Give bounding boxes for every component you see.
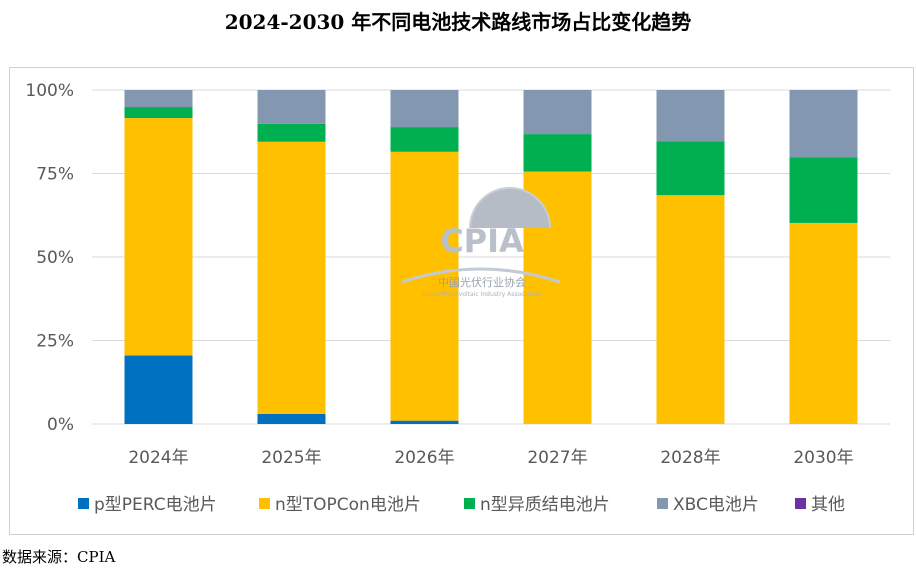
- bar-segment: [257, 413, 326, 424]
- x-tick-label: 2025年: [261, 448, 321, 468]
- bar-segment: [789, 222, 858, 424]
- y-tick-label: 100%: [25, 81, 74, 101]
- bar-segment: [390, 127, 459, 152]
- bar-segment: [390, 420, 459, 424]
- cpia-watermark: CPIA 中国光伏行业协会 China Photovoltaic Industr…: [401, 187, 561, 298]
- gridlines: [92, 89, 890, 425]
- bar-segment: [390, 151, 459, 421]
- bar-segment: [257, 141, 326, 414]
- bar-segment: [789, 157, 858, 223]
- y-tick-label: 0%: [47, 415, 74, 435]
- x-tick-label: 2028年: [660, 448, 720, 468]
- y-tick-label: 25%: [36, 332, 74, 352]
- legend-swatch: [795, 498, 806, 509]
- legend-swatch: [78, 498, 89, 509]
- x-tick-label: 2024年: [128, 448, 188, 468]
- x-tick-label: 2027年: [527, 448, 587, 468]
- bar-segment: [257, 90, 326, 124]
- legend-swatch: [657, 498, 668, 509]
- watermark-sub: China Photovoltaic Industry Association: [423, 291, 542, 298]
- x-axis: 2024年 2025年 2026年 2027年 2028年 2030年: [128, 448, 853, 468]
- x-tick-label: 2026年: [394, 448, 454, 468]
- chart-title: 2024-2030 年不同电池技术路线市场占比变化趋势: [224, 10, 692, 34]
- bar-segment: [656, 90, 725, 142]
- source-note: 数据来源：CPIA: [2, 548, 116, 566]
- watermark-name: 中国光伏行业协会: [438, 275, 526, 289]
- bar-segment: [523, 134, 592, 172]
- legend-label: n型TOPCon电池片: [275, 495, 421, 515]
- legend-swatch: [464, 498, 475, 509]
- bar-segment: [390, 90, 459, 128]
- legend-swatch: [259, 498, 270, 509]
- legend-label: n型异质结电池片: [480, 495, 610, 515]
- bar-segment: [124, 90, 193, 108]
- legend-label: p型PERC电池片: [94, 495, 217, 515]
- x-tick-label: 2030年: [793, 448, 853, 468]
- bar-segment: [257, 123, 326, 142]
- legend: p型PERC电池片 n型TOPCon电池片 n型异质结电池片 XBC电池片 其他: [78, 495, 845, 515]
- watermark-logo: CPIA: [440, 222, 524, 260]
- bar-segment: [656, 195, 725, 424]
- legend-label: XBC电池片: [673, 495, 759, 515]
- legend-label: 其他: [811, 495, 845, 515]
- bar-segment: [124, 118, 193, 356]
- bar-segment: [523, 90, 592, 135]
- y-tick-label: 75%: [36, 165, 74, 185]
- y-tick-label: 50%: [36, 248, 74, 268]
- bar-segment: [124, 355, 193, 424]
- bar-segment: [656, 141, 725, 196]
- bar-segment: [789, 90, 858, 158]
- y-axis: 0% 25% 50% 75% 100%: [25, 81, 74, 435]
- bar-segment: [124, 107, 193, 119]
